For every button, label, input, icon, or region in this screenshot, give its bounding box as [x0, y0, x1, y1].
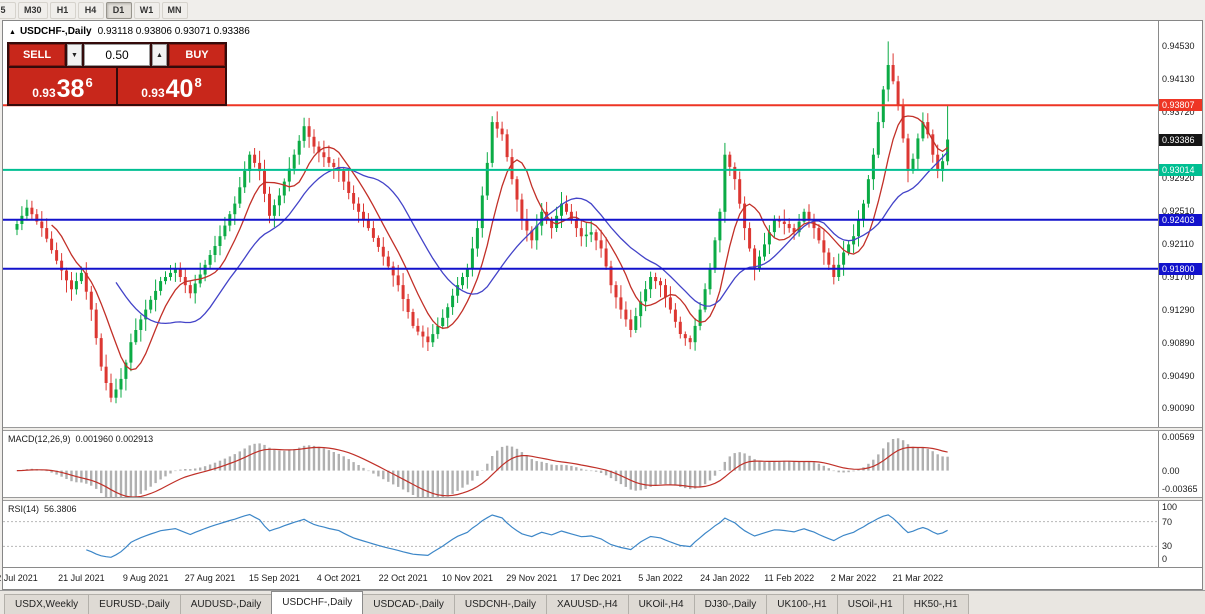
rsi-axis-tick: 100 — [1162, 502, 1178, 512]
chart-symbol: USDCHF-,Daily — [19, 26, 92, 37]
price-tick: 0.90490 — [1162, 370, 1195, 381]
timeframe-toolbar: 5 M30 H1 H4 D1 W1 MN — [0, 0, 1205, 20]
price-tick: 0.93720 — [1162, 107, 1195, 118]
chart-tabs-bar: USDX,Weekly EURUSD-,Daily AUDUSD-,Daily USD… — [0, 590, 1205, 614]
volume-decrease-button[interactable]: ▼ — [67, 44, 82, 66]
date-tick: 17 Dec 2021 — [570, 573, 622, 583]
pane-divider[interactable] — [3, 497, 1202, 501]
chart-tab-uk100-h1[interactable]: UK100-,H1 — [766, 594, 838, 614]
candlestick-chart[interactable] — [3, 21, 1158, 427]
date-tick: 11 Feb 2022 — [764, 573, 815, 583]
macd-axis-tick: 0.00 — [1162, 465, 1180, 476]
rsi-pane: RSI(14) 56.3806 100 70 30 0 — [3, 501, 1202, 567]
macd-name: MACD(12,26,9) — [8, 434, 71, 444]
timeframe-button-w1[interactable]: W1 — [133, 1, 160, 19]
rsi-label: RSI(14) 56.3806 — [8, 504, 77, 514]
chart-tab-usdcad-daily[interactable]: USDCAD-,Daily — [362, 594, 455, 614]
macd-values: 0.001960 0.002913 — [75, 434, 154, 444]
price-tick: 0.90890 — [1162, 338, 1195, 349]
rsi-axis-tick: 70 — [1162, 516, 1173, 527]
date-tick: 10 Nov 2021 — [441, 573, 493, 583]
chart-window: ▲ USDCHF-,Daily 0.93118 0.93806 0.93071 0.… — [0, 20, 1203, 590]
price-tick: 0.91700 — [1162, 271, 1195, 282]
chart-ohlc-values: 0.93118 0.93806 0.93071 0.93386 — [97, 26, 250, 37]
rsi-axis-tick: 0 — [1162, 554, 1168, 564]
price-tick: 0.91290 — [1162, 305, 1195, 316]
date-tick: 27 Aug 2021 — [184, 573, 236, 583]
rsi-value: 56.3806 — [44, 504, 77, 514]
timeframe-button-h4[interactable]: H4 — [77, 1, 104, 19]
date-tick: 2 Jul 2021 — [0, 573, 38, 583]
price-badge: 0.93807 — [1159, 99, 1202, 112]
price-tick: 0.92920 — [1162, 172, 1195, 183]
rsi-name: RSI(14) — [8, 504, 40, 514]
sell-price-pipette: 6 — [85, 75, 93, 90]
buy-price-box[interactable]: 0.93 40 8 — [118, 68, 225, 104]
sell-button[interactable]: SELL — [9, 44, 65, 66]
rsi-axis: 100 70 30 0 — [1158, 501, 1202, 567]
price-tick: 0.90090 — [1162, 403, 1195, 414]
price-tick: 0.92110 — [1162, 238, 1194, 249]
date-tick: 9 Aug 2021 — [122, 573, 169, 583]
timeframe-button-mn[interactable]: MN — [161, 1, 188, 19]
chart-tab-eurusd-daily[interactable]: EURUSD-,Daily — [88, 594, 181, 614]
main-chart-pane: ▲ USDCHF-,Daily 0.93118 0.93806 0.93071 0.… — [3, 21, 1202, 427]
timeframe-button-5[interactable]: 5 — [0, 1, 16, 19]
chart-tab-xauusd-h4[interactable]: XAUUSD-,H4 — [545, 594, 629, 614]
chart-tab-usdchf-daily[interactable]: USDCHF-,Daily — [271, 591, 364, 614]
macd-axis: 0.00569 0.00 -0.00365 — [1158, 431, 1202, 497]
price-badge: 0.92403 — [1159, 213, 1202, 226]
buy-price-big: 40 — [165, 75, 194, 103]
chart-tab-usdx-weekly[interactable]: USDX,Weekly — [4, 594, 90, 614]
macd-pane: MACD(12,26,9) 0.001960 0.002913 0.00569 0.… — [3, 431, 1202, 497]
sell-price-box[interactable]: 0.93 38 6 — [9, 68, 116, 104]
chart-tab-dj30-daily[interactable]: DJ30-,Daily — [693, 594, 768, 614]
chart-tab-audusd-daily[interactable]: AUDUSD-,Daily — [179, 594, 273, 614]
chart-tab-hk50-h1[interactable]: HK50-,H1 — [902, 594, 969, 614]
pane-divider[interactable] — [3, 427, 1202, 431]
timeframe-button-d1[interactable]: D1 — [105, 1, 132, 19]
volume-input[interactable] — [84, 44, 150, 66]
buy-button[interactable]: BUY — [169, 44, 225, 66]
price-badge: 0.93014 — [1159, 163, 1202, 176]
chart-tab-usoil-h1[interactable]: USOil-,H1 — [836, 594, 904, 614]
one-click-trade-panel: SELL ▼ ▲ BUY 0.93 38 6 0.93 40 8 — [7, 42, 227, 106]
date-tick: 21 Jul 2021 — [58, 573, 105, 583]
macd-axis-tick: 0.00569 — [1162, 432, 1195, 442]
time-axis: 2 Jul 2021 21 Jul 2021 9 Aug 2021 27 Aug 20… — [0, 567, 1202, 589]
price-tick: 0.94530 — [1162, 41, 1195, 52]
date-tick: 24 Jan 2022 — [700, 573, 750, 583]
sell-price-prefix: 0.93 — [32, 86, 56, 100]
macd-label: MACD(12,26,9) 0.001960 0.002913 — [8, 434, 153, 444]
buy-price-prefix: 0.93 — [141, 86, 165, 100]
price-tick: 0.92510 — [1162, 205, 1195, 216]
chart-title: ▲ USDCHF-,Daily 0.93118 0.93806 0.93071 0.… — [9, 26, 250, 37]
price-badge: 0.91800 — [1159, 262, 1202, 275]
price-badge: 0.93386 — [1159, 133, 1202, 146]
volume-increase-button[interactable]: ▲ — [152, 44, 167, 66]
date-tick: 2 Mar 2022 — [830, 573, 877, 583]
price-axis: 0.94530 0.94130 0.93720 0.92920 0.92510 0.921… — [1158, 21, 1202, 427]
macd-axis-tick: -0.00365 — [1162, 484, 1198, 494]
date-tick: 21 Mar 2022 — [892, 573, 944, 583]
price-tick: 0.94130 — [1162, 73, 1195, 84]
date-tick: 5 Jan 2022 — [638, 573, 683, 583]
date-tick: 4 Oct 2021 — [316, 573, 361, 583]
chart-tab-ukoil-h4[interactable]: UKOil-,H4 — [627, 594, 695, 614]
rsi-indicator-chart[interactable] — [3, 501, 1158, 567]
date-tick: 29 Nov 2021 — [506, 573, 558, 583]
date-tick: 15 Sep 2021 — [248, 573, 300, 583]
timeframe-button-h1[interactable]: H1 — [49, 1, 76, 19]
sell-price-big: 38 — [56, 75, 85, 103]
date-tick: 22 Oct 2021 — [378, 573, 428, 583]
macd-indicator-chart[interactable] — [3, 431, 1158, 497]
timeframe-button-m30[interactable]: M30 — [18, 1, 48, 19]
rsi-axis-tick: 30 — [1162, 541, 1173, 552]
chart-tab-usdcnh-daily[interactable]: USDCNH-,Daily — [453, 594, 547, 614]
collapse-panel-icon[interactable]: ▲ — [9, 29, 16, 36]
buy-price-pipette: 8 — [194, 75, 202, 90]
